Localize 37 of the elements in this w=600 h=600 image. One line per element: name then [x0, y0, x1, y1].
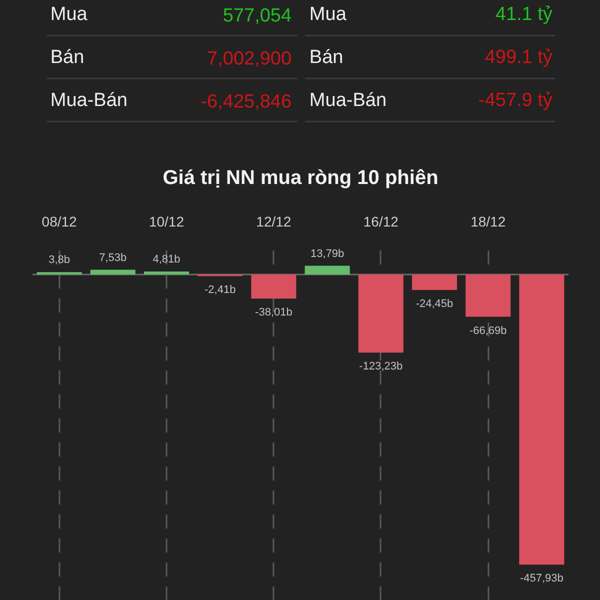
text: Mua-Bán — [50, 90, 128, 111]
data-label: -38,01b — [255, 306, 292, 319]
x-tick-label: 08/12 — [42, 214, 78, 230]
bar — [466, 274, 511, 317]
data-label: 7,53b — [99, 252, 127, 264]
text: Bán — [309, 47, 344, 68]
text: 499.1 tỷ — [484, 47, 553, 68]
chart-title: Giá trị NN mua ròng 10 phiên — [162, 167, 438, 189]
x-tick-label: 10/12 — [148, 214, 184, 230]
text: Mua-Bán — [309, 90, 387, 111]
bar — [519, 274, 564, 565]
data-label: -66,69b — [469, 324, 507, 337]
text: -6,425,846 — [200, 92, 292, 112]
bar — [412, 274, 458, 290]
bar — [144, 272, 190, 275]
x-tick-label: 16/12 — [363, 214, 399, 230]
data-label: -457,93b — [520, 572, 564, 585]
text: Mua — [309, 4, 347, 25]
bar — [251, 274, 296, 299]
x-tick-label: 12/12 — [256, 214, 292, 230]
bar — [358, 274, 404, 353]
text: Mua — [50, 4, 88, 25]
data-label: 4,81b — [152, 254, 180, 266]
data-label: 13,79b — [310, 248, 344, 260]
text: 7,002,900 — [207, 48, 292, 70]
text: Bán — [50, 47, 84, 68]
bar — [90, 270, 136, 275]
x-tick-label: 18/12 — [470, 214, 506, 230]
data-label: 3,8b — [48, 254, 70, 266]
text: -457.9 tỷ — [478, 90, 553, 111]
data-label: -123,23b — [359, 360, 403, 373]
bar — [36, 272, 82, 275]
text: 577,054 — [222, 6, 292, 26]
data-label: -24,45b — [416, 298, 454, 310]
data-label: -2,41b — [204, 284, 236, 296]
bar — [304, 266, 350, 275]
text: 41.1 tỷ — [495, 4, 553, 25]
